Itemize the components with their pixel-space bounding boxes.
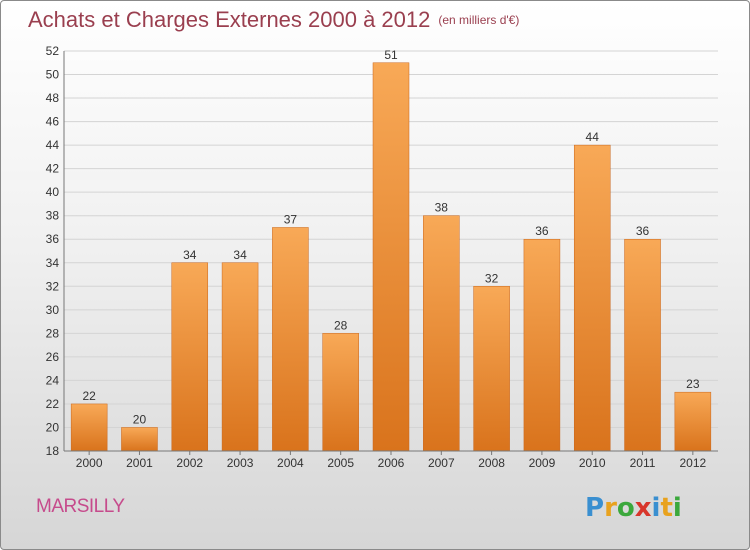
y-tick-label: 52 [46,44,60,58]
bars [70,62,712,452]
bar [372,62,410,452]
y-tick-label: 40 [46,185,60,199]
y-tick-label: 18 [46,444,60,458]
y-tick-label: 20 [46,420,60,434]
logo-letter: t [660,493,672,523]
data-label: 44 [586,130,600,144]
y-tick-label: 48 [46,91,60,105]
y-tick-label: 50 [46,68,60,82]
x-tick-label: 2000 [76,456,103,470]
x-tick-label: 2002 [176,456,203,470]
y-tick-label: 36 [46,232,60,246]
x-tick-label: 2001 [126,456,153,470]
bar [473,286,510,452]
y-tick-label: 30 [46,303,60,317]
bar [322,333,359,452]
x-tick-label: 2006 [378,456,405,470]
x-tick-label: 2007 [428,456,455,470]
y-tick-label: 46 [46,115,60,129]
data-label: 23 [686,377,700,391]
commune-name: MARSILLY [36,496,125,517]
x-tick-label: 2009 [529,456,556,470]
y-tick-label: 26 [46,350,60,364]
data-label: 34 [183,248,197,262]
proxiti-logo: Proxiti [585,493,682,523]
logo-letter: i [652,493,661,523]
data-label: 20 [133,412,147,426]
chart-title: Achats et Charges Externes 2000 à 2012 (e… [28,7,519,33]
data-label: 51 [384,48,398,62]
data-label: 36 [636,224,650,238]
axes: 18 20 22 24 26 28 30 32 34 36 38 40 42 44 46 48 50 52 2000… [46,44,718,470]
chart-title-main: Achats et Charges Externes 2000 à 2012 [28,7,431,32]
y-tick-label: 22 [46,397,60,411]
logo-letter: r [604,493,617,523]
bar [121,427,158,452]
chart-title-unit: (en milliers d'€) [438,13,520,27]
y-tick-label: 28 [46,326,60,340]
data-label: 34 [233,248,247,262]
bar [70,403,108,452]
x-tick-label: 2010 [579,456,606,470]
bar [171,262,209,452]
data-labels: 22 20 34 34 37 28 51 38 32 36 44 36 23 [82,48,699,427]
x-tick-label: 2012 [679,456,706,470]
bar [272,227,309,452]
x-tick-label: 2003 [227,456,254,470]
data-label: 38 [435,201,449,215]
y-tick-label: 38 [46,209,60,223]
x-tick-label: 2011 [630,456,656,470]
bar [423,215,460,452]
y-tick-label: 34 [46,256,60,270]
x-tick-label: 2005 [327,456,354,470]
x-tick-label: 2004 [277,456,304,470]
y-tick-label: 42 [46,162,60,176]
data-label: 36 [535,224,549,238]
svg-text:Proxiti: Proxiti [585,493,682,523]
y-tick-label: 44 [46,138,60,152]
data-label: 22 [82,389,96,403]
data-label: 28 [334,318,348,332]
bar [573,144,611,452]
bar [674,391,712,452]
logo-letter: o [617,493,635,523]
logo-letter: x [635,493,652,523]
data-label: 32 [485,271,499,285]
data-label: 37 [284,212,298,226]
bar [221,262,259,452]
bar [523,238,561,452]
logo-letter: i [673,493,682,523]
y-tick-label: 24 [46,373,60,387]
bar [624,238,661,452]
logo-letter: P [585,493,604,523]
x-tick-label: 2008 [478,456,505,470]
y-tick-label: 32 [46,279,60,293]
